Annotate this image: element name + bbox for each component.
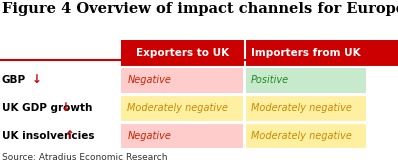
Bar [245, 123, 366, 148]
Bar [245, 67, 366, 93]
Text: UK insolvencies: UK insolvencies [2, 131, 94, 141]
Bar [121, 95, 243, 121]
Bar [245, 95, 366, 121]
Text: Importers from UK: Importers from UK [251, 48, 360, 58]
Bar [121, 40, 398, 66]
Bar [121, 67, 243, 93]
Bar [121, 123, 243, 148]
Text: Source: Atradius Economic Research: Source: Atradius Economic Research [2, 153, 168, 162]
Text: Moderately negative: Moderately negative [127, 103, 228, 113]
Text: ↑: ↑ [65, 129, 75, 142]
Text: GBP: GBP [2, 75, 26, 85]
Text: Negative: Negative [127, 131, 171, 141]
Text: Moderately negative: Moderately negative [251, 131, 351, 141]
Text: Exporters to UK: Exporters to UK [136, 48, 228, 58]
Text: Moderately negative: Moderately negative [251, 103, 351, 113]
Text: UK GDP growth: UK GDP growth [2, 103, 92, 113]
Text: Negative: Negative [127, 75, 171, 85]
Text: ↓: ↓ [61, 101, 71, 114]
Text: ↓: ↓ [32, 73, 42, 86]
Text: Positive: Positive [251, 75, 289, 85]
Text: Figure 4 Overview of impact channels for Europe: Figure 4 Overview of impact channels for… [2, 2, 398, 16]
